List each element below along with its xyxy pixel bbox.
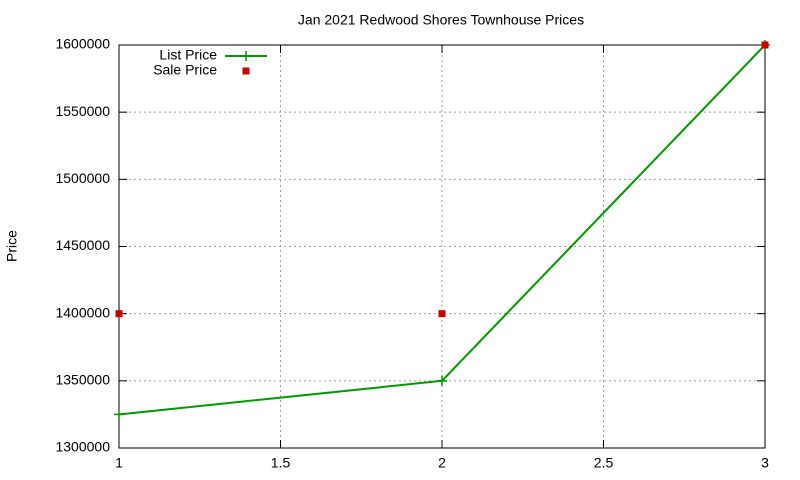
y-tick-label: 1600000 (55, 36, 110, 52)
x-tick-label: 2.5 (594, 455, 614, 471)
legend-label: List Price (159, 47, 217, 63)
point (438, 310, 446, 318)
y-axis-label: Price (4, 230, 20, 262)
y-tick-label: 1300000 (55, 439, 110, 455)
legend-marker (242, 67, 250, 75)
point (115, 310, 123, 318)
chart-title: Jan 2021 Redwood Shores Townhouse Prices (298, 12, 584, 28)
y-tick-label: 1350000 (55, 372, 110, 388)
point (437, 375, 447, 386)
y-tick-label: 1550000 (55, 103, 110, 119)
x-tick-label: 1 (115, 455, 123, 471)
legend-marker (241, 51, 251, 61)
point (114, 409, 124, 420)
legend-label: Sale Price (153, 62, 217, 78)
x-tick-label: 2 (438, 455, 446, 471)
y-tick-label: 1450000 (55, 237, 110, 253)
y-tick-label: 1500000 (55, 170, 110, 186)
point (761, 41, 769, 49)
plot-frame (118, 44, 766, 449)
x-tick-label: 3 (761, 455, 769, 471)
y-tick-label: 1400000 (55, 304, 110, 320)
x-tick-label: 1.5 (271, 455, 291, 471)
